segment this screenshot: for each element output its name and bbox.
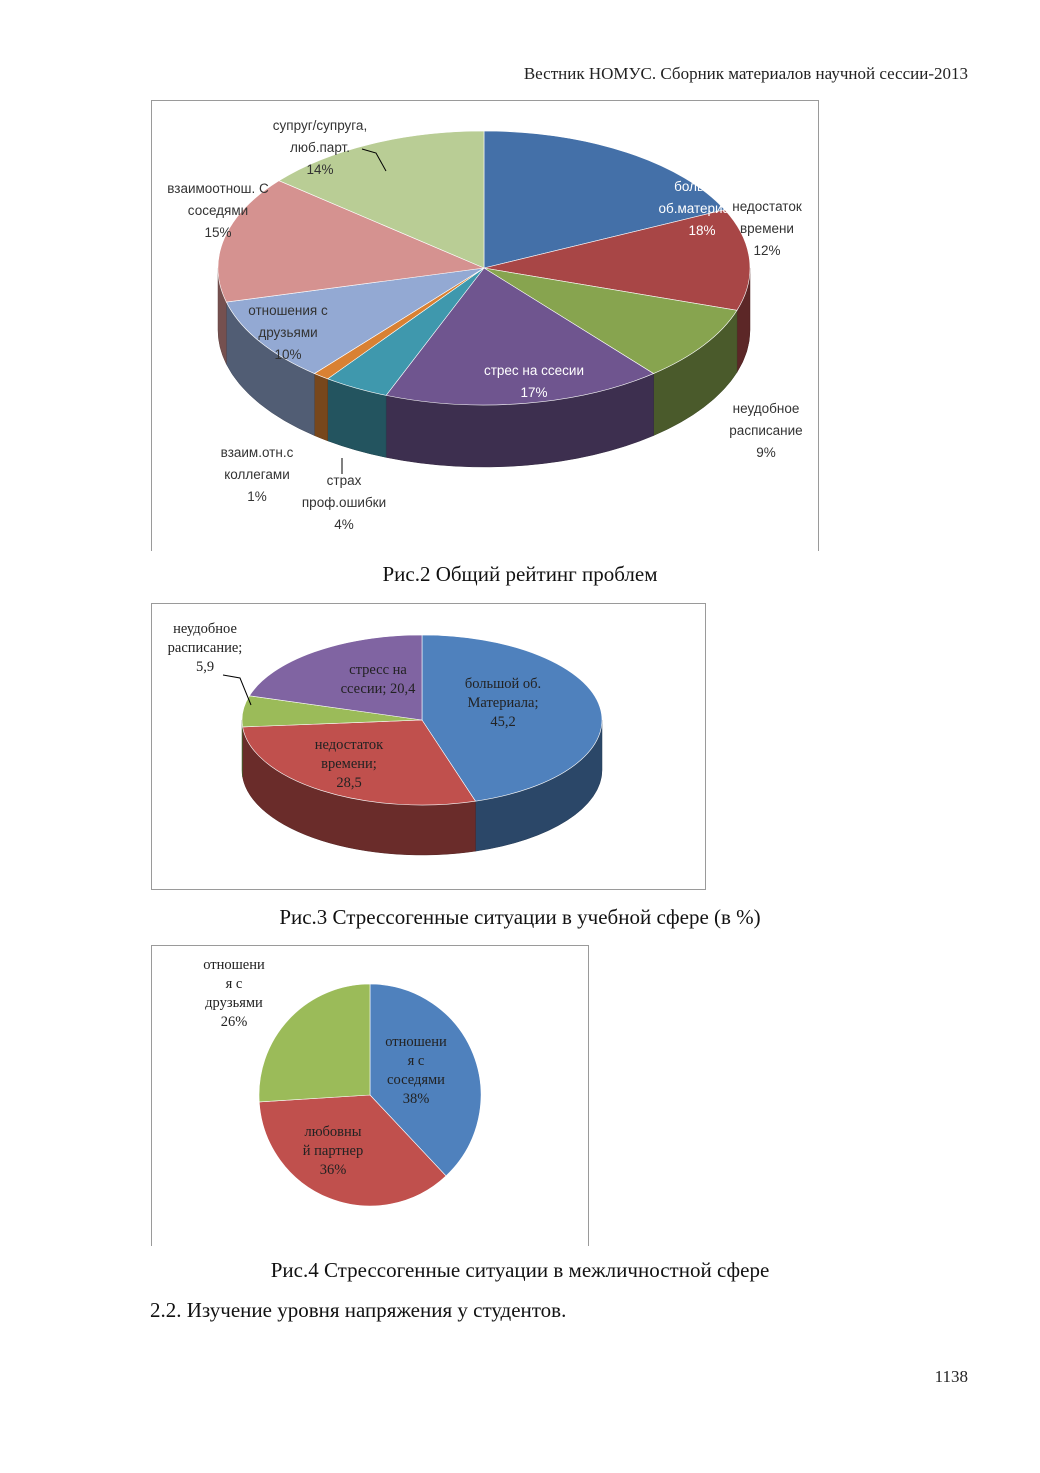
fig2-slice-side-5 xyxy=(314,373,328,442)
fig3-label-3: стресс на ссесии; 20,4 xyxy=(341,662,417,697)
fig2-slice-8 xyxy=(278,130,485,269)
figure-2-pie-chart: большой об.материала 18%недостаток времени 1… xyxy=(167,118,802,532)
fig2-label-0: большой об.материала 18% xyxy=(659,179,746,238)
fig4-slice-2 xyxy=(258,983,371,1103)
fig2-slice-7 xyxy=(217,180,486,303)
fig3-slice-0 xyxy=(421,634,603,802)
fig2-label-1: недостаток времени 12% xyxy=(732,199,802,258)
fig4-slice-0 xyxy=(369,983,482,1177)
figure-3-caption: Рис.3 Стрессогенные ситуации в учебной с… xyxy=(279,905,761,929)
fig2-label-6: отношения с друзьями 10% xyxy=(248,303,328,362)
fig2-label-5: взаим.отн.с коллегами 1% xyxy=(221,445,294,504)
figure-2-chart-frame: большой об.материала 18% недостаток времени 1… xyxy=(151,100,819,551)
page-number: 1138 xyxy=(934,1367,968,1386)
running-head: Вестник НОМУС. Сборник материалов научно… xyxy=(523,64,968,83)
fig4-label-1: любовны й партнер 36% xyxy=(303,1124,363,1178)
figure-2-caption: Рис.2 Общий рейтинг проблем xyxy=(382,562,658,586)
fig2-slice-1 xyxy=(483,209,751,311)
fig3-slice-3 xyxy=(248,634,423,721)
fig2-label-2: неудобное расписание 9% xyxy=(729,401,802,460)
figure-3-chart-frame: большой об. Материала; 45,2 недостаток време… xyxy=(151,603,706,890)
fig2-label-8: супруг/супруга, люб.парт. 14% xyxy=(273,118,367,177)
section-heading: 2.2. Изучение уровня напряжения у студен… xyxy=(150,1298,567,1322)
fig3-label-1: недостаток времени; 28,5 xyxy=(315,737,384,791)
figure-3-pie-chart: большой об. Материала; 45,2 недостаток време… xyxy=(168,621,603,856)
fig4-label-0: отношени я с соседями 38% xyxy=(385,1034,447,1107)
fig4-label-2: отношени я с друзьями 26% xyxy=(203,957,265,1030)
fig2-slice-6 xyxy=(225,267,485,374)
fig2-label-3: стрес на ссесии 17% xyxy=(484,363,584,400)
fig3-label-0: большой об. Материала; 45,2 xyxy=(465,676,541,730)
fig2-label-4: страх проф.ошибки 4% xyxy=(302,473,386,532)
fig2-slice-3 xyxy=(385,267,655,406)
fig3-leader-line xyxy=(222,674,252,706)
fig2-leader-line xyxy=(361,148,387,172)
fig2-slice-0 xyxy=(483,130,726,269)
fig3-slice-side-2 xyxy=(241,719,243,777)
fig3-slice-1 xyxy=(242,719,476,806)
fig4-slice-1 xyxy=(258,1094,447,1207)
fig3-label-2: неудобное расписание; 5,9 xyxy=(168,621,243,675)
fig2-slice-2 xyxy=(483,267,738,374)
figure-4-chart-frame: отношени я с соседями 38% любовны й партнер 36… xyxy=(151,945,589,1246)
figure-4-caption: Рис.4 Стрессогенные ситуации в межличнос… xyxy=(270,1258,770,1282)
figure-4-pie-chart: отношени я с соседями 38% любовны й партнер 36… xyxy=(203,957,482,1207)
